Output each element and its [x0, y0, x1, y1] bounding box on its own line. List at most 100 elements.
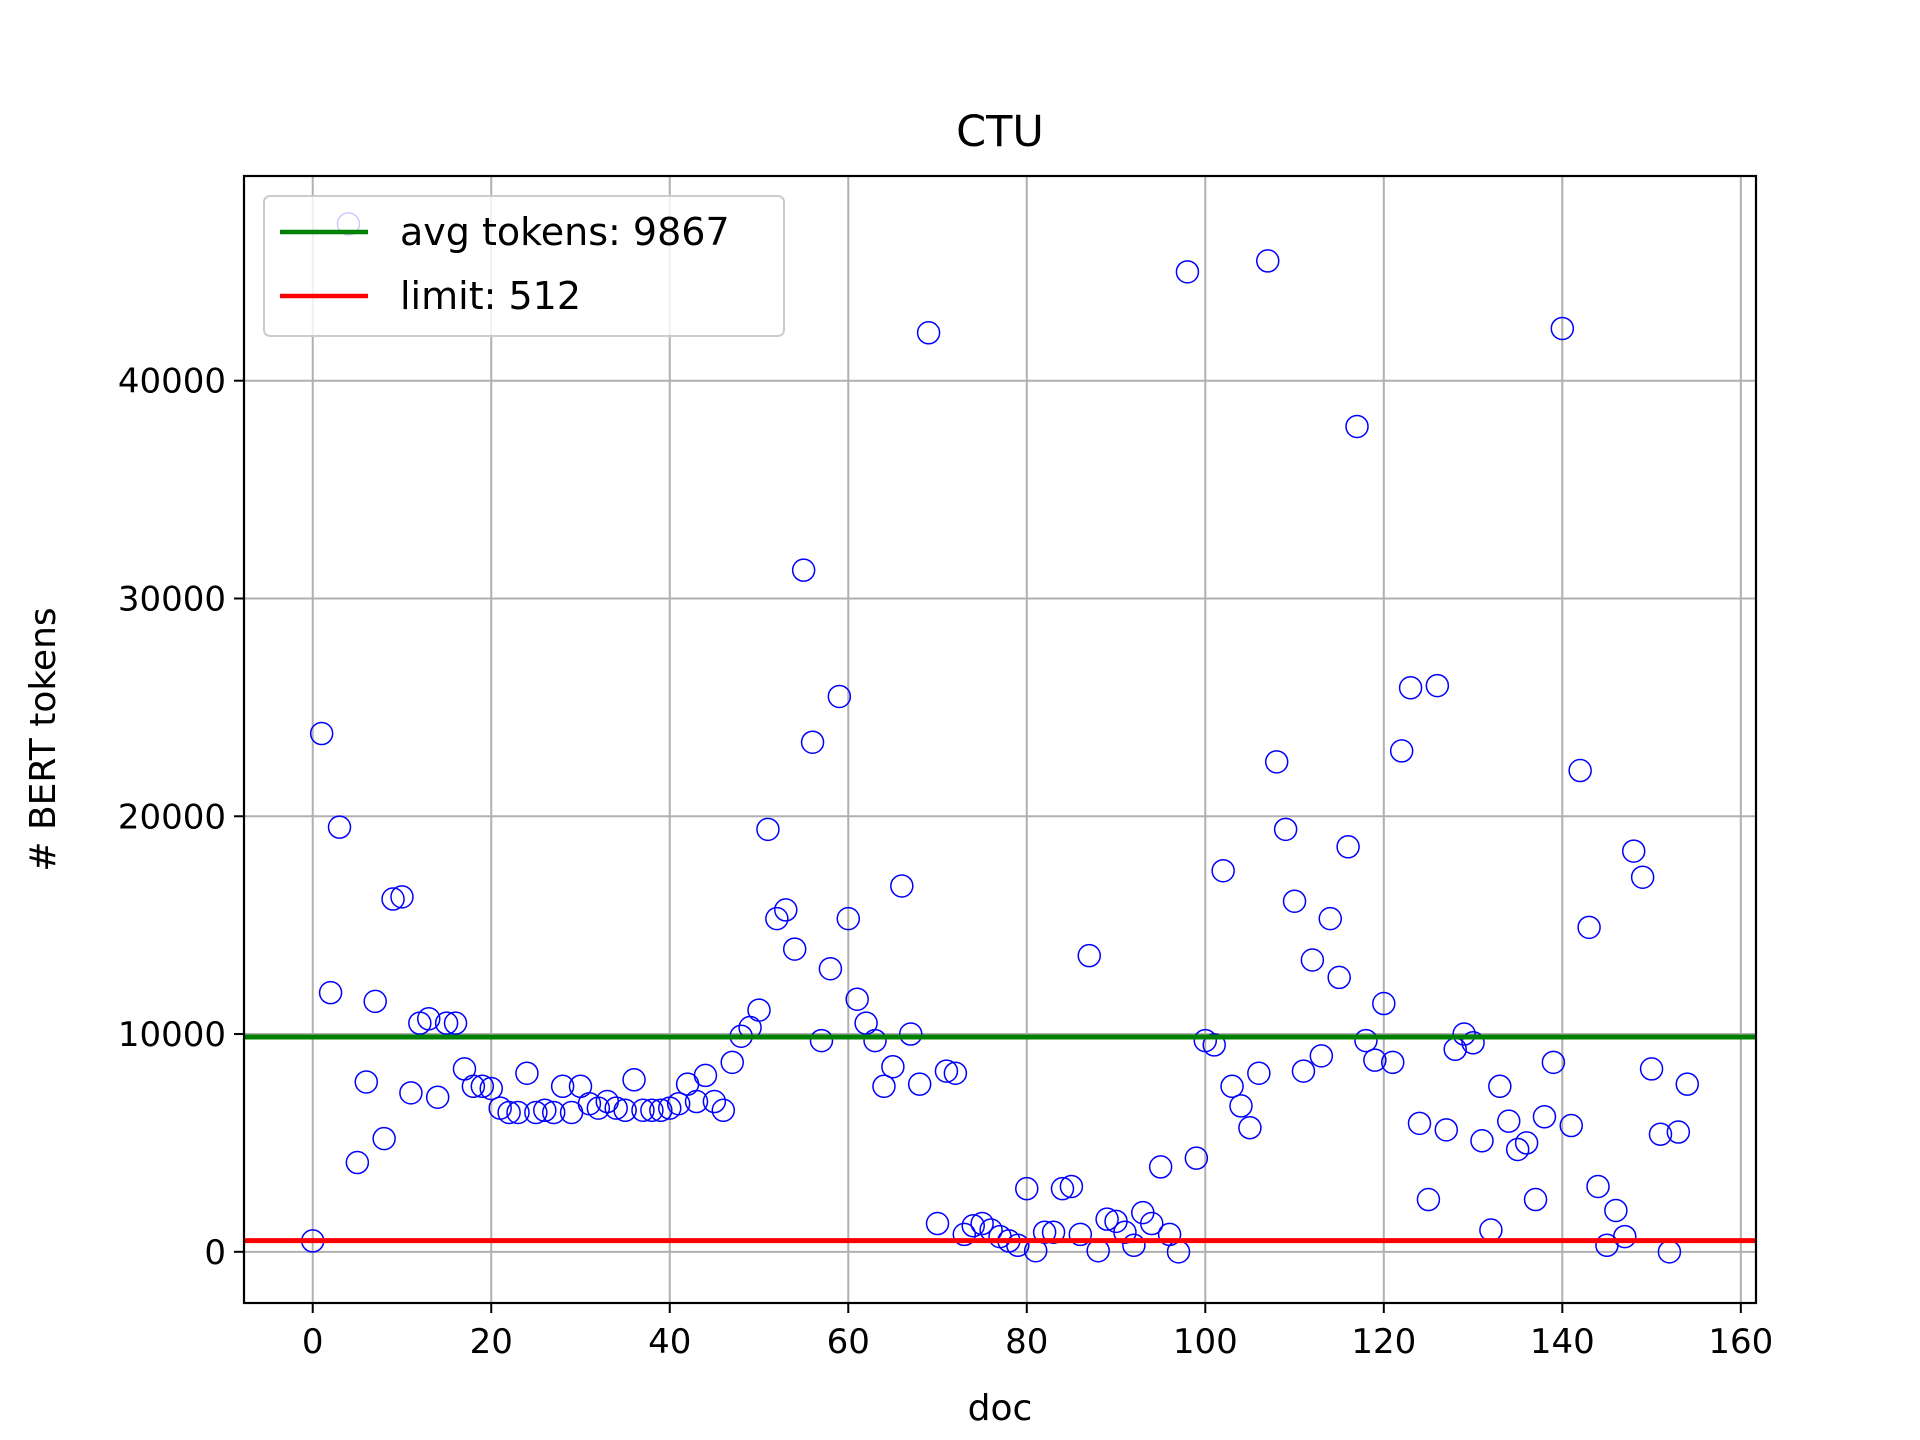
data-point	[702, 1089, 727, 1114]
data-point	[863, 1028, 887, 1053]
data-point	[649, 1098, 673, 1123]
y-tick-label: 30000	[118, 579, 226, 619]
data-point	[1675, 1072, 1700, 1096]
data-point	[1514, 1131, 1539, 1155]
data-point	[1363, 1048, 1387, 1072]
data-point	[390, 885, 414, 909]
x-tick-label: 120	[1351, 1322, 1416, 1362]
data-point	[1015, 1176, 1039, 1201]
y-axis-title: # BERT tokens	[23, 607, 64, 871]
data-point	[1050, 1176, 1075, 1201]
x-tick-label: 100	[1173, 1322, 1238, 1362]
data-point	[363, 989, 387, 1014]
data-point	[872, 1074, 896, 1099]
data-point	[1291, 1059, 1316, 1083]
data-point	[1416, 1187, 1441, 1212]
data-point	[1095, 1207, 1119, 1231]
data-point	[1113, 1220, 1137, 1244]
data-point	[327, 815, 352, 839]
data-point	[1068, 1222, 1093, 1247]
data-point	[1264, 750, 1289, 774]
data-point	[631, 1098, 655, 1123]
data-point	[693, 1063, 718, 1088]
data-point	[1541, 1050, 1566, 1075]
y-tick-label: 0	[204, 1233, 226, 1273]
data-point	[381, 887, 405, 911]
data-point	[497, 1100, 521, 1125]
data-point	[1577, 915, 1601, 940]
data-point	[1505, 1137, 1530, 1162]
data-point	[881, 1054, 905, 1079]
data-point	[1300, 948, 1325, 972]
data-point	[1148, 1155, 1173, 1179]
data-point	[640, 1098, 664, 1123]
data-point	[925, 1211, 950, 1236]
data-point	[541, 1100, 566, 1125]
data-point	[309, 721, 334, 746]
data-point	[1077, 943, 1102, 968]
data-point	[836, 906, 861, 931]
data-point	[461, 1074, 486, 1099]
data-point	[907, 1072, 932, 1096]
data-point	[782, 937, 807, 961]
data-point	[506, 1100, 530, 1125]
data-point	[1452, 1022, 1476, 1046]
data-point	[1389, 739, 1414, 763]
grid-lines	[244, 176, 1756, 1303]
data-point	[1639, 1057, 1664, 1081]
data-point	[765, 906, 789, 931]
data-point	[417, 1007, 441, 1031]
data-point	[470, 1074, 495, 1099]
y-tick-label: 10000	[118, 1015, 226, 1055]
y-tick-label: 20000	[118, 797, 226, 837]
data-point	[747, 998, 771, 1022]
data-point	[791, 558, 816, 582]
legend-label-avg: avg tokens: 9867	[400, 210, 730, 254]
legend-box	[263, 195, 785, 337]
data-point	[479, 1076, 503, 1101]
reference-lines	[244, 1034, 1756, 1244]
data-point	[934, 1059, 959, 1083]
data-point	[345, 1150, 370, 1175]
data-point	[1532, 1105, 1557, 1129]
data-point	[604, 1096, 628, 1120]
data-point	[318, 980, 343, 1005]
x-tick-label: 160	[1708, 1322, 1773, 1362]
data-point	[1059, 1174, 1084, 1199]
data-point	[1041, 1220, 1066, 1244]
x-tick-label: 140	[1530, 1322, 1595, 1362]
data-point	[970, 1211, 994, 1236]
x-tick-label: 0	[302, 1322, 324, 1362]
data-point	[1372, 991, 1396, 1016]
data-point	[1175, 260, 1200, 284]
data-point	[774, 898, 798, 922]
data-point	[1604, 1198, 1628, 1223]
data-point	[1006, 1233, 1030, 1258]
data-point	[756, 817, 780, 842]
data-point	[1229, 1094, 1253, 1118]
data-point	[1470, 1129, 1494, 1153]
data-point	[952, 1222, 977, 1247]
chart-title: CTU	[956, 107, 1044, 157]
data-point	[943, 1061, 968, 1085]
data-point	[515, 1061, 539, 1085]
x-tick-label: 60	[827, 1322, 870, 1362]
data-point	[399, 1081, 423, 1105]
x-axis-title: doc	[968, 1388, 1033, 1429]
data-point	[1488, 1074, 1512, 1099]
data-point	[1461, 1031, 1485, 1055]
data-point	[827, 684, 852, 709]
data-point	[1613, 1224, 1637, 1249]
data-point	[1586, 1174, 1610, 1199]
data-point	[1327, 965, 1351, 990]
data-point	[1630, 865, 1655, 889]
data-point	[1336, 835, 1360, 859]
data-point	[1434, 1118, 1459, 1142]
data-point	[1425, 673, 1450, 698]
data-point	[1354, 1028, 1378, 1053]
data-point	[1380, 1050, 1405, 1075]
data-point	[916, 321, 941, 345]
data-point	[434, 1011, 459, 1035]
data-point	[372, 1126, 396, 1151]
